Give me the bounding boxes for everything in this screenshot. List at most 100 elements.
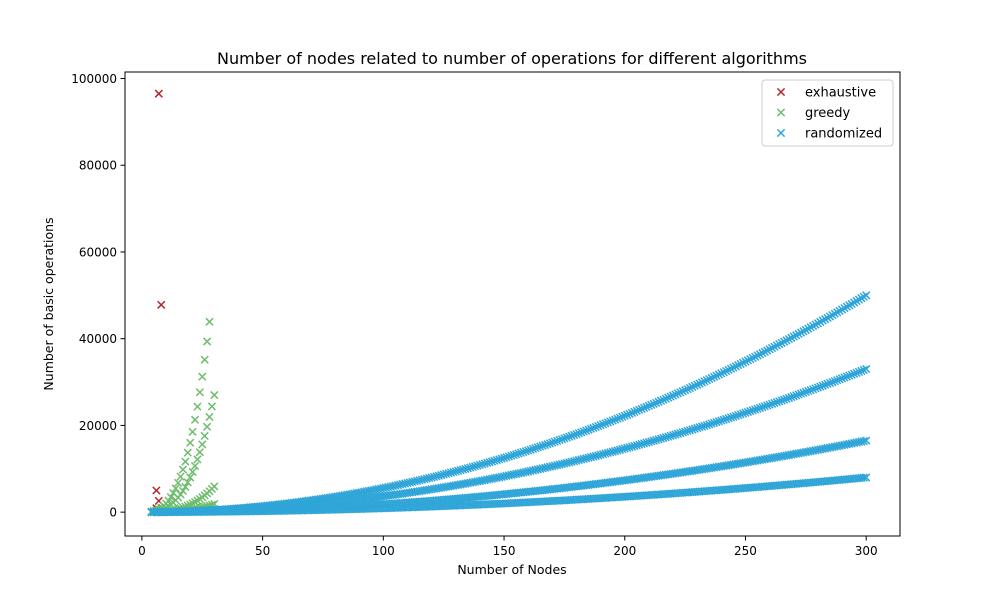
- data-point: [726, 413, 736, 422]
- data-point: [178, 486, 188, 495]
- data-point: [695, 423, 704, 432]
- data-point: [485, 458, 494, 467]
- data-point: [499, 453, 509, 463]
- data-point: [656, 434, 666, 443]
- data-point: [577, 455, 586, 464]
- data-point: [639, 403, 649, 413]
- data-point: [550, 461, 559, 470]
- data-point: [596, 421, 605, 430]
- data-point: [816, 382, 825, 391]
- data-point: [507, 451, 516, 460]
- data-point: [755, 350, 765, 359]
- x-tick-label: 150: [493, 544, 516, 558]
- data-point: [157, 300, 166, 309]
- data-point: [538, 441, 547, 450]
- y-tick-label: 0: [109, 506, 117, 520]
- data-point: [847, 370, 856, 379]
- data-point: [787, 333, 796, 342]
- data-point: [697, 422, 707, 431]
- data-point: [770, 342, 779, 351]
- data-point: [594, 451, 603, 460]
- data-point: [763, 346, 772, 355]
- data-point: [680, 427, 690, 436]
- data-point: [787, 392, 796, 402]
- data-point: [586, 424, 596, 433]
- data-point: [671, 390, 680, 399]
- legend: exhaustive greedy randomized: [761, 79, 894, 147]
- data-point: [456, 466, 465, 475]
- data-point: [420, 475, 429, 484]
- data-point: [186, 438, 195, 447]
- data-point: [553, 460, 562, 470]
- data-point: [779, 337, 789, 346]
- data-point: [714, 370, 724, 379]
- data-point: [509, 450, 518, 460]
- data-point: [200, 431, 209, 441]
- data-point: [794, 329, 803, 339]
- x-tick-label: 0: [138, 544, 146, 558]
- data-point: [210, 390, 219, 400]
- data-point: [557, 435, 567, 444]
- data-point: [531, 444, 540, 453]
- data-point: [202, 422, 212, 431]
- x-tick-label: 300: [855, 544, 878, 558]
- data-point: [562, 433, 571, 442]
- x-tick-label: 200: [613, 544, 636, 558]
- data-point: [751, 352, 760, 361]
- data-point: [439, 470, 448, 479]
- data-point: [601, 449, 610, 458]
- data-point: [608, 447, 617, 456]
- x-tick-label: 50: [255, 544, 270, 558]
- data-point: [857, 366, 866, 376]
- data-point: [601, 419, 610, 428]
- data-point: [205, 412, 214, 422]
- data-point: [606, 448, 615, 457]
- data-point: [688, 382, 697, 392]
- data-point: [676, 428, 685, 438]
- data-point: [567, 457, 576, 466]
- data-point: [589, 452, 598, 461]
- data-point: [618, 412, 627, 421]
- data-point: [511, 450, 521, 459]
- data-point: [548, 438, 557, 447]
- data-point: [613, 446, 622, 455]
- data-point: [598, 420, 608, 429]
- data-point: [695, 379, 704, 388]
- data-point: [731, 362, 740, 371]
- data-point: [536, 442, 545, 451]
- data-point: [596, 450, 605, 459]
- data-point: [610, 415, 620, 424]
- data-point: [748, 406, 757, 415]
- data-point: [760, 347, 769, 356]
- data-point: [410, 477, 419, 486]
- data-point: [775, 340, 784, 349]
- data-point: [678, 428, 687, 437]
- data-point: [422, 474, 431, 483]
- data-point: [799, 327, 808, 336]
- data-point: [680, 386, 690, 395]
- data-point: [722, 414, 731, 424]
- data-point: [821, 380, 830, 389]
- data-point: [693, 380, 702, 389]
- data-point: [644, 437, 654, 447]
- legend-label-exhaustive: exhaustive: [805, 86, 876, 101]
- data-point: [642, 402, 651, 412]
- data-point: [794, 390, 803, 399]
- data-point: [859, 473, 868, 482]
- data-point: [830, 377, 839, 386]
- data-point: [722, 366, 731, 376]
- data-point: [463, 464, 472, 473]
- data-point: [649, 399, 658, 408]
- data-point: [451, 467, 460, 476]
- data-point: [707, 373, 716, 383]
- data-point: [181, 457, 190, 466]
- data-point: [743, 407, 753, 417]
- data-point: [591, 422, 600, 432]
- data-point: [804, 386, 813, 396]
- data-point: [705, 420, 714, 429]
- data-point: [707, 419, 716, 428]
- data-point: [726, 364, 736, 373]
- data-point: [818, 381, 827, 390]
- data-point: [606, 417, 615, 426]
